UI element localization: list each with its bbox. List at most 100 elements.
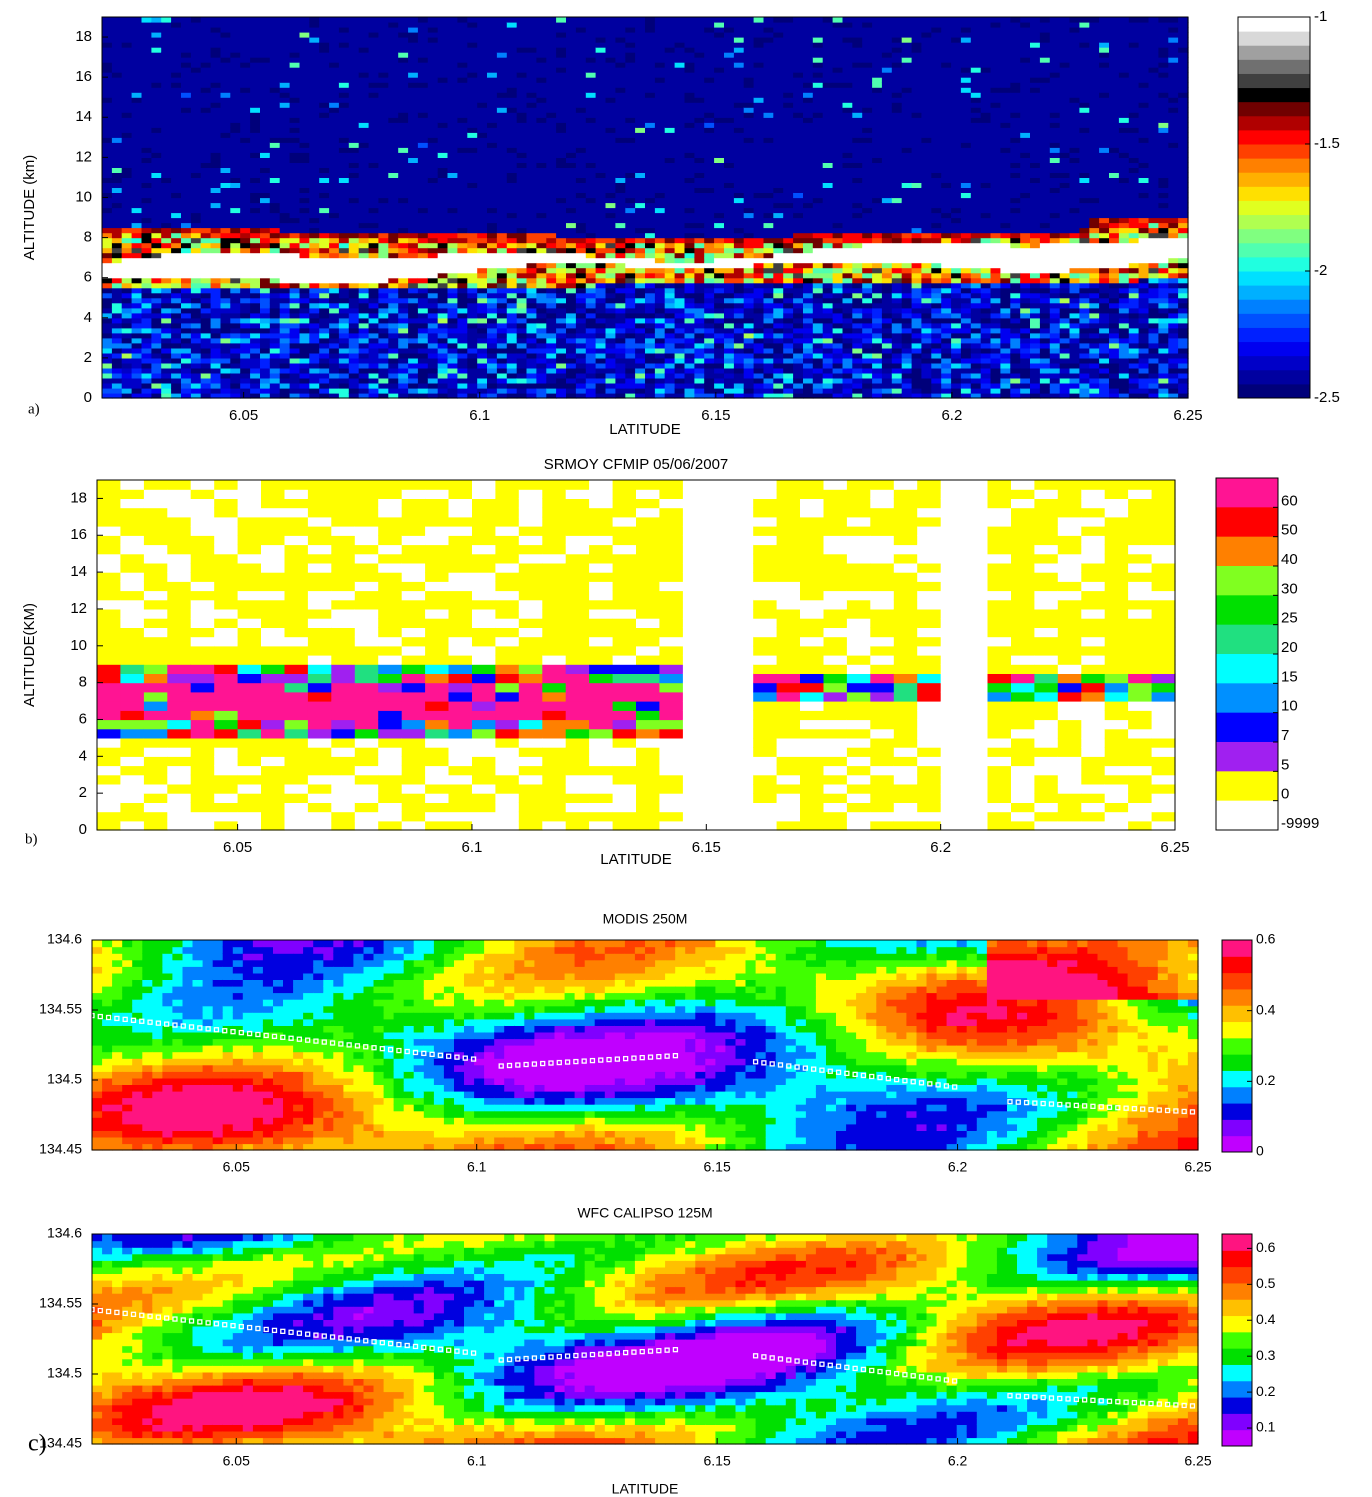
heatmap-cell: [457, 228, 468, 234]
heatmap-cell: [378, 308, 389, 314]
heatmap-cell: [319, 358, 330, 364]
heatmap-cell: [734, 248, 745, 254]
heatmap-cell: [596, 368, 607, 374]
heatmap-cell: [309, 67, 320, 73]
heatmap-cell: [191, 278, 202, 284]
heatmap-cell: [378, 213, 389, 219]
heatmap-cell: [309, 228, 320, 234]
heatmap-cell: [457, 208, 468, 214]
heatmap-cell: [527, 293, 538, 299]
heatmap-cell: [112, 147, 123, 153]
heatmap-cell: [349, 137, 360, 143]
heatmap-cell: [161, 288, 172, 294]
heatmap-cell: [230, 92, 241, 98]
heatmap-cell: [181, 167, 192, 173]
heatmap-cell: [309, 218, 320, 224]
heatmap-cell: [240, 293, 251, 299]
heatmap-cell: [151, 142, 162, 148]
heatmap-cell: [497, 243, 508, 249]
heatmap-cell: [477, 388, 488, 394]
heatmap-cell: [122, 273, 133, 279]
heatmap-cell: [329, 268, 340, 274]
heatmap-cell: [685, 298, 696, 304]
heatmap-cell: [211, 293, 222, 299]
heatmap-cell: [359, 373, 370, 379]
heatmap-cell: [556, 328, 567, 334]
heatmap-cell: [161, 132, 172, 138]
heatmap-cell: [102, 27, 113, 33]
heatmap-cell: [132, 368, 143, 374]
heatmap-cell: [675, 42, 686, 48]
heatmap-cell: [536, 298, 547, 304]
heatmap-cell: [122, 288, 133, 294]
heatmap-cell: [694, 303, 705, 309]
heatmap-cell: [734, 218, 745, 224]
heatmap-cell: [438, 57, 449, 63]
heatmap-cell: [112, 167, 123, 173]
heatmap-cell: [398, 203, 409, 209]
heatmap-cell: [280, 368, 291, 374]
heatmap-cell: [132, 383, 143, 389]
heatmap-cell: [477, 328, 488, 334]
heatmap-cell: [349, 313, 360, 319]
heatmap-cell: [408, 213, 419, 219]
heatmap-cell: [290, 258, 301, 264]
heatmap-cell: [457, 338, 468, 344]
heatmap-cell: [122, 358, 133, 364]
heatmap-cell: [685, 343, 696, 349]
heatmap-cell: [546, 288, 557, 294]
heatmap-cell: [615, 32, 626, 38]
heatmap-cell: [221, 353, 232, 359]
heatmap-cell: [132, 358, 143, 364]
heatmap-cell: [694, 42, 705, 48]
heatmap-cell: [418, 112, 429, 118]
heatmap-cell: [536, 358, 547, 364]
heatmap-cell: [240, 373, 251, 379]
heatmap-cell: [625, 152, 636, 158]
heatmap-cell: [161, 92, 172, 98]
heatmap-cell: [142, 52, 153, 58]
heatmap-cell: [714, 288, 725, 294]
heatmap-cell: [477, 273, 488, 279]
heatmap-cell: [497, 338, 508, 344]
heatmap-cell: [280, 238, 291, 244]
heatmap-cell: [132, 62, 143, 68]
heatmap-cell: [586, 343, 597, 349]
heatmap-cell: [339, 67, 350, 73]
heatmap-cell: [428, 117, 439, 123]
heatmap-cell: [270, 137, 281, 143]
heatmap-cell: [704, 172, 715, 178]
heatmap-cell: [536, 22, 547, 28]
heatmap-cell: [625, 177, 636, 183]
heatmap-cell: [734, 283, 745, 289]
heatmap-cell: [230, 293, 241, 299]
heatmap-cell: [428, 218, 439, 224]
heatmap-cell: [734, 308, 745, 314]
heatmap-cell: [191, 293, 202, 299]
heatmap-cell: [467, 77, 478, 83]
heatmap-cell: [378, 157, 389, 163]
heatmap-cell: [142, 152, 153, 158]
heatmap-cell: [112, 388, 123, 394]
heatmap-cell: [112, 218, 123, 224]
heatmap-cell: [270, 82, 281, 88]
heatmap-cell: [388, 187, 399, 193]
heatmap-cell: [359, 318, 370, 324]
heatmap-cell: [339, 363, 350, 369]
heatmap-cell: [625, 268, 636, 274]
heatmap-cell: [645, 132, 656, 138]
heatmap-cell: [260, 243, 271, 249]
heatmap-cell: [576, 132, 587, 138]
heatmap-cell: [112, 318, 123, 324]
heatmap-cell: [724, 253, 735, 259]
heatmap-cell: [428, 278, 439, 284]
heatmap-cell: [734, 288, 745, 294]
heatmap-cell: [467, 233, 478, 239]
heatmap-cell: [221, 67, 232, 73]
heatmap-cell: [309, 268, 320, 274]
heatmap-cell: [625, 42, 636, 48]
heatmap-cell: [487, 22, 498, 28]
heatmap-cell: [467, 283, 478, 289]
heatmap-cell: [606, 62, 617, 68]
heatmap-cell: [527, 333, 538, 339]
